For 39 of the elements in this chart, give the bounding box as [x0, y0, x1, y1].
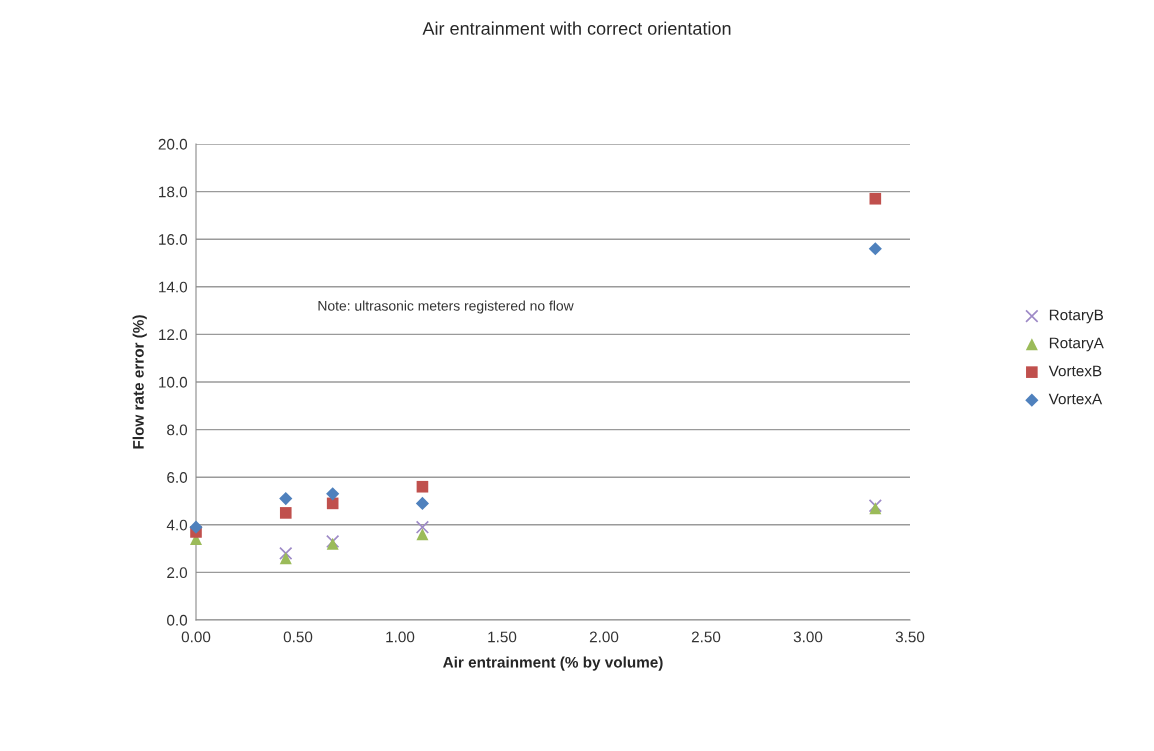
x-tick-label: 3.00 [793, 631, 823, 643]
point [415, 520, 430, 534]
point [279, 552, 292, 565]
point [189, 520, 203, 534]
x-tick-label: 2.00 [589, 631, 619, 643]
annotation: Note: ultrasonic meters registered no flow [318, 300, 574, 314]
x-tick-label: 3.50 [895, 631, 925, 643]
y-axis-title: Flow rate error (%) [132, 315, 147, 449]
y-tick-label: 18.0 [159, 186, 188, 198]
y-tick-label: 8.0 [167, 424, 188, 436]
point [416, 480, 429, 493]
point [868, 242, 882, 256]
x-tick-label: 0.00 [181, 631, 211, 643]
x-tick-label: 1.50 [488, 631, 517, 643]
y-tick-label: 2.0 [167, 567, 188, 579]
legend-label: VortexB [1048, 365, 1102, 377]
y-tick-label: 14.0 [159, 281, 188, 293]
y-tick-label: 12.0 [159, 329, 188, 341]
x-tick-label: 1.00 [386, 631, 415, 643]
point [279, 492, 293, 506]
x-tick-label: 0.50 [283, 631, 313, 643]
legend-label: RotaryA [1049, 337, 1104, 352]
y-tick-label: 16.0 [159, 234, 188, 245]
point [415, 496, 430, 510]
y-tick-label: 4.0 [166, 519, 188, 531]
point [869, 192, 882, 205]
point [279, 507, 292, 519]
point [416, 528, 429, 541]
y-tick-label: 0.0 [167, 614, 188, 626]
y-tick-label: 10.0 [159, 376, 188, 388]
chart-title: Air entrainment with correct orientation [422, 21, 731, 35]
x-axis-title: Air entrainment (% by volume) [443, 656, 663, 671]
legend-label: RotaryB [1049, 309, 1104, 324]
y-tick-label: 6.0 [167, 472, 188, 483]
point [279, 546, 293, 561]
legend-label: VortexA [1048, 393, 1103, 405]
x-tick-label: 2.50 [691, 631, 721, 643]
point [326, 487, 340, 501]
y-tick-label: 20.0 [158, 138, 188, 150]
